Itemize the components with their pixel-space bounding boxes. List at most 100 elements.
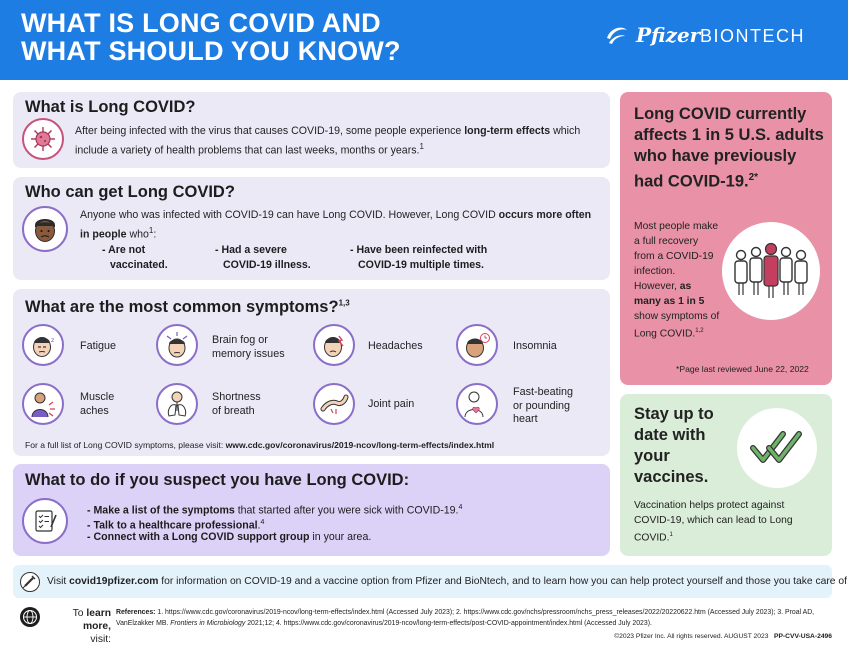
what-is-text-2: which include a variety of health proble… <box>75 125 581 157</box>
who-bullet-1: - Are not vaccinated. <box>102 243 168 273</box>
who-bullet-2-line1: - Had a severe <box>215 244 287 256</box>
globe-icon <box>20 607 40 627</box>
footer: ©2023 Pfizer Inc. All rights reserved. A… <box>614 633 832 640</box>
muscle-ache-icon <box>22 383 64 425</box>
references-text-2: 2021;12; 4. https://www.cdc.gov/coronavi… <box>245 620 652 627</box>
pfizer-logo: Pfizer <box>604 22 700 48</box>
symptoms-title: What are the most common symptoms?1,3 <box>25 298 350 317</box>
heart-icon <box>456 383 498 425</box>
ref-marker: 1,2 <box>695 328 704 334</box>
who-colon: : <box>153 228 157 241</box>
todo-item-3: - Connect with a Long COVID support grou… <box>87 530 371 545</box>
visit-text-1: Visit <box>47 576 70 587</box>
todo-item-1-bold: - Make a list of the symptoms <box>87 504 235 517</box>
symptom-joint-pain-label: Joint pain <box>368 398 415 410</box>
header-banner: WHAT IS LONG COVID AND WHAT SHOULD YOU K… <box>0 0 848 80</box>
what-is-title: What is Long COVID? <box>25 98 196 116</box>
statistic-body-2: show symptoms of Long COVID. <box>634 311 720 340</box>
page-title: WHAT IS LONG COVID AND WHAT SHOULD YOU K… <box>21 9 581 65</box>
fatigue-icon: z <box>22 324 64 366</box>
what-to-do-title: What to do if you suspect you have Long … <box>25 471 410 489</box>
virus-icon <box>22 118 64 160</box>
todo-item-1-text: that started after you were sick with CO… <box>234 504 459 517</box>
vaccine-headline: Stay up to date with your vaccines. <box>634 405 714 486</box>
who-text-1: Anyone who was infected with COVID-19 ca… <box>80 209 499 221</box>
who-text: Anyone who was infected with COVID-19 ca… <box>80 208 600 243</box>
ref-marker: 1 <box>419 142 424 151</box>
statistic-headline: Long COVID currently affects 1 in 5 U.S.… <box>634 104 829 193</box>
symptom-brain-fog-text: Brain fog or memory issues <box>212 334 285 360</box>
double-check-icon <box>737 408 817 488</box>
learn-more-bold: learn more, <box>82 608 111 632</box>
who-bullet-1-line2: vaccinated. <box>110 259 168 271</box>
learn-more-pre: To <box>72 608 87 619</box>
brain-fog-icon <box>156 324 198 366</box>
who-bullet-3-line1: - Have been reinfected with <box>350 244 488 256</box>
references-label: References: <box>116 609 156 616</box>
statistic-body: Most people make a full recovery from a … <box>634 219 720 341</box>
what-is-panel <box>13 92 610 168</box>
footer-code: PP-CVV-USA-2496 <box>774 633 832 640</box>
ref-marker: 1 <box>669 532 673 538</box>
symptom-heart-label: Fast-beating or pounding heart <box>513 386 574 425</box>
what-to-do-panel <box>13 464 610 556</box>
headache-icon <box>313 324 355 366</box>
who-bullet-2-line2: COVID-19 illness. <box>223 259 311 271</box>
visit-site-link[interactable]: covid19pfizer.com <box>69 576 159 587</box>
joint-pain-icon <box>313 383 355 425</box>
full-list-link[interactable]: www.cdc.gov/coronavirus/2019-ncov/long-t… <box>225 440 495 450</box>
ref-marker: 4 <box>458 504 463 511</box>
person-face-icon <box>22 206 68 252</box>
who-title: Who can get Long COVID? <box>25 183 235 201</box>
who-bullet-2: - Had a severe COVID-19 illness. <box>215 243 311 273</box>
title-line-2: WHAT SHOULD YOU KNOW? <box>21 36 401 66</box>
pfizer-wordmark: Pfizer <box>636 23 701 47</box>
references-text-1: 1. https://www.cdc.gov/coronavirus/2019-… <box>116 609 815 627</box>
ref-marker: 2* <box>748 172 759 183</box>
svg-text:z: z <box>51 337 54 344</box>
last-reviewed-note: *Page last reviewed June 22, 2022 <box>676 364 809 374</box>
symptom-headache-label: Headaches <box>368 340 423 352</box>
learn-more-label: To learn more, visit: <box>43 607 111 646</box>
lungs-icon <box>156 383 198 425</box>
footer-copyright: ©2023 Pfizer Inc. All rights reserved. A… <box>614 633 769 640</box>
todo-item-1: - Make a list of the symptoms that start… <box>87 500 462 519</box>
symptom-fatigue-label: Fatigue <box>80 340 117 352</box>
todo-item-3-bold: - Connect with a Long COVID support grou… <box>87 531 310 543</box>
vaccine-body: Vaccination helps protect against COVID-… <box>634 498 814 545</box>
biontech-logo: BIONTECH <box>700 26 806 46</box>
symptoms-panel <box>13 289 610 456</box>
learn-more-post: visit: <box>90 634 111 645</box>
todo-item-2-bold: - Talk to a healthcare professional <box>87 519 258 532</box>
symptom-breath-label: Shortness of breath <box>212 391 261 417</box>
who-bullet-1-line1: - Are not <box>102 244 146 256</box>
what-is-text-bold: long-term effects <box>464 125 551 137</box>
syringe-icon <box>20 572 40 592</box>
visit-bar <box>13 565 832 598</box>
references-journal: Frontiers in Microbiology <box>170 620 246 627</box>
visit-text: Visit covid19pfizer.com for information … <box>47 576 848 587</box>
statistic-body-bold: as many as 1 in 5 <box>634 281 705 307</box>
todo-item-2-text: . <box>257 519 261 532</box>
statistic-headline-text: Long COVID currently affects 1 in 5 U.S.… <box>634 105 824 191</box>
who-panel <box>13 177 610 280</box>
ref-marker: 1 <box>148 226 154 235</box>
who-bullet-3-line2: COVID-19 multiple times. <box>358 259 484 271</box>
symptom-brain-fog-label: Brain fog or memory issues <box>212 334 285 361</box>
title-line-1: WHAT IS LONG COVID AND <box>21 8 381 38</box>
symptom-muscle-ache-label: Muscle aches <box>80 391 115 417</box>
ref-marker: 4 <box>260 519 265 526</box>
checklist-icon <box>22 498 68 544</box>
vaccine-body-text: Vaccination helps protect against COVID-… <box>634 500 793 544</box>
symptoms-full-list: For a full list of Long COVID symptoms, … <box>25 438 494 453</box>
insomnia-icon <box>456 324 498 366</box>
full-list-text: For a full list of Long COVID symptoms, … <box>25 440 226 450</box>
statistic-body-1: Most people make a full recovery from a … <box>634 221 719 292</box>
pfizer-swirl-icon <box>607 27 627 44</box>
ref-marker: 1,3 <box>338 298 350 308</box>
who-text-2: who <box>126 228 149 241</box>
symptoms-title-text: What are the most common symptoms? <box>25 298 339 316</box>
what-is-text: After being infected with the virus that… <box>75 124 600 159</box>
symptom-insomnia-label: Insomnia <box>513 340 557 352</box>
who-text-bold: occurs more often in people <box>80 209 592 241</box>
